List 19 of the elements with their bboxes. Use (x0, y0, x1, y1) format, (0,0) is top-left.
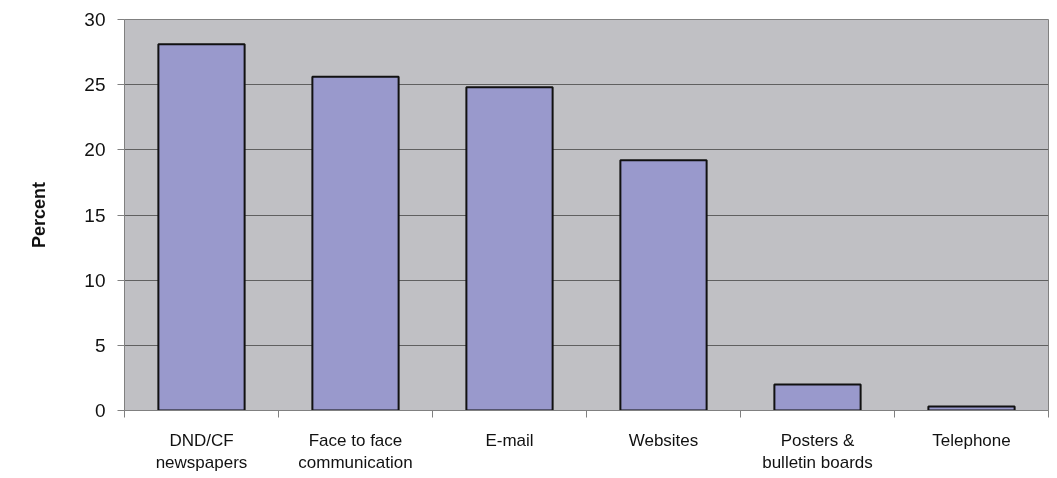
bar (157, 43, 246, 411)
y-tick-label: 25 (84, 74, 106, 96)
y-tick-label: 30 (84, 9, 106, 30)
bar (311, 75, 400, 411)
x-tick-label: Websites (628, 430, 699, 450)
y-tick-label: 0 (94, 400, 106, 421)
y-tick-label: 15 (84, 204, 106, 226)
y-tick-label: 20 (84, 139, 106, 161)
y-tick-label: 5 (94, 334, 106, 356)
y-axis-title: Percent (29, 181, 50, 249)
bar (465, 86, 554, 411)
x-tick-label: E-mail (485, 430, 534, 450)
bar (619, 159, 708, 411)
bar (773, 383, 862, 411)
x-tick-label: Posters & bulletin boards (762, 430, 873, 473)
x-tick-label: Face to face communication (298, 430, 413, 473)
x-tick-label: Telephone (932, 430, 1011, 450)
x-tick-label: DND/CF newspapers (155, 430, 248, 473)
y-tick-label: 10 (84, 269, 106, 291)
